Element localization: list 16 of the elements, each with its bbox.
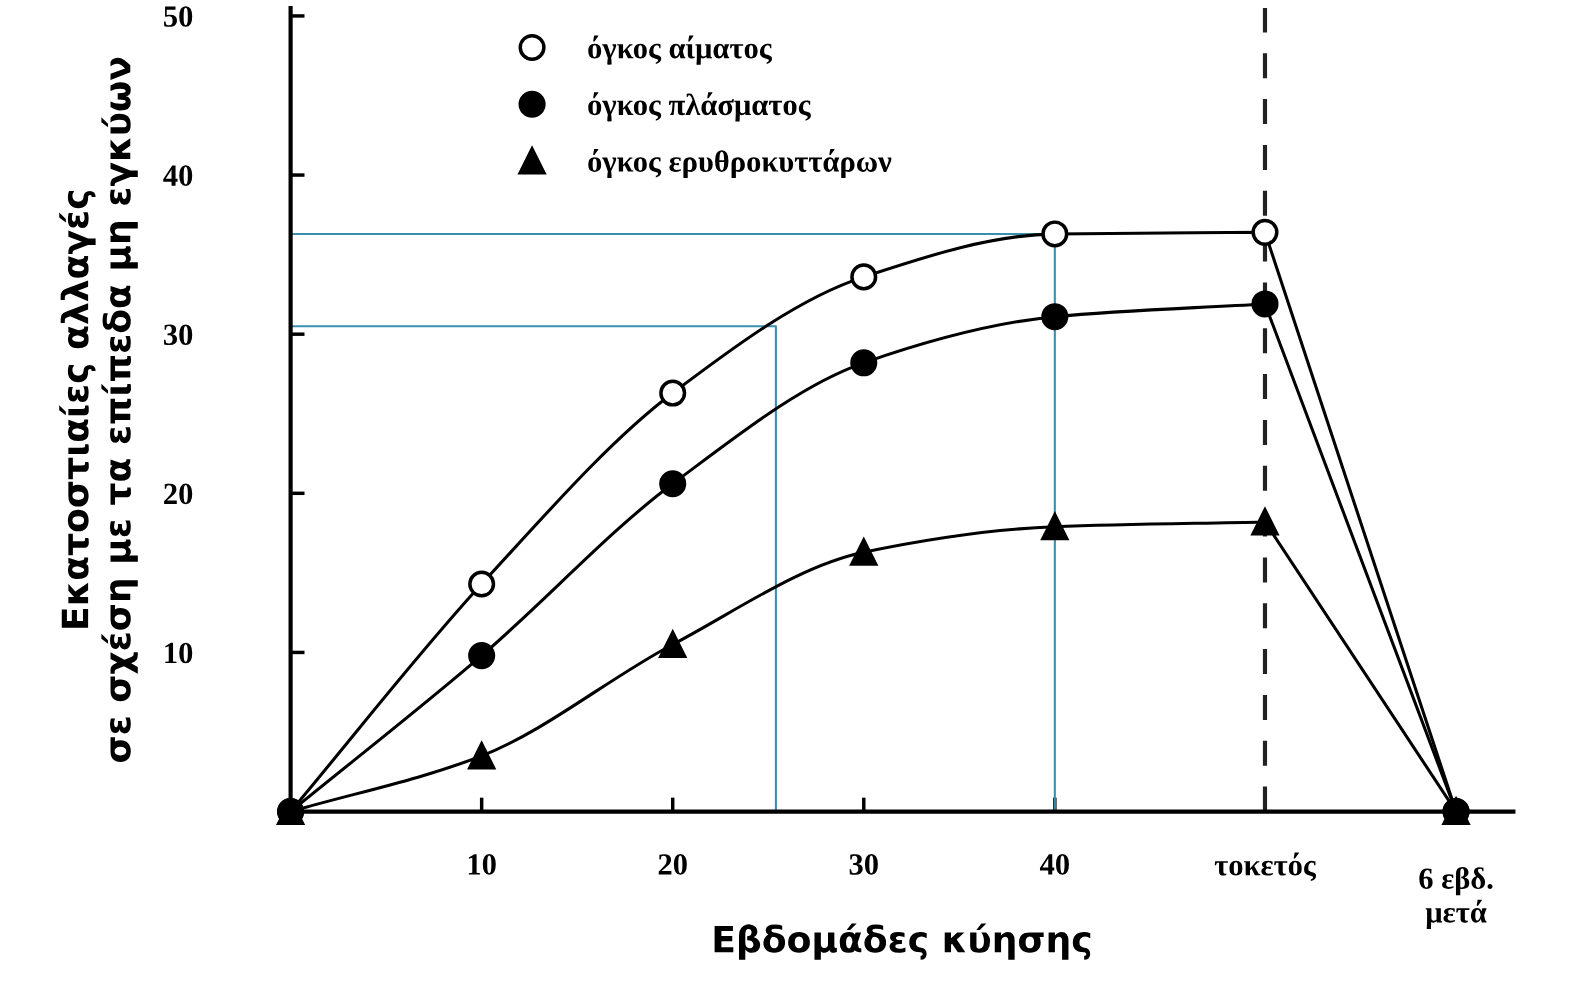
y-tick-label: 30: [163, 324, 193, 346]
y-axis-title: Εκατοστιαίες αλλαγές σε σχέση με τα επίπεδα μη εγκύων: [59, 57, 138, 762]
legend-label: όγκος αίματος: [588, 35, 773, 65]
y-tick-label: 40: [163, 165, 193, 186]
x-axis-title: Εβδομάδες κύησης: [714, 923, 1091, 960]
y-tick-label: 10: [165, 642, 193, 664]
legend-label: όγκος πλάσματος: [588, 92, 811, 122]
x-tick-label: 40: [1039, 854, 1069, 875]
x-tick-label: 30: [849, 854, 878, 875]
x-tick-label: 20: [658, 854, 687, 875]
x-tick-label: 10: [468, 854, 496, 875]
annotation: 6 εβδ. μετά: [1419, 867, 1493, 929]
legend-label: όγκος ερυθροκυττάρων: [588, 148, 892, 179]
y-tick-label: 50: [164, 6, 193, 27]
x-tick-label: τοκετός: [1214, 852, 1317, 882]
y-tick-label: 20: [164, 483, 193, 505]
